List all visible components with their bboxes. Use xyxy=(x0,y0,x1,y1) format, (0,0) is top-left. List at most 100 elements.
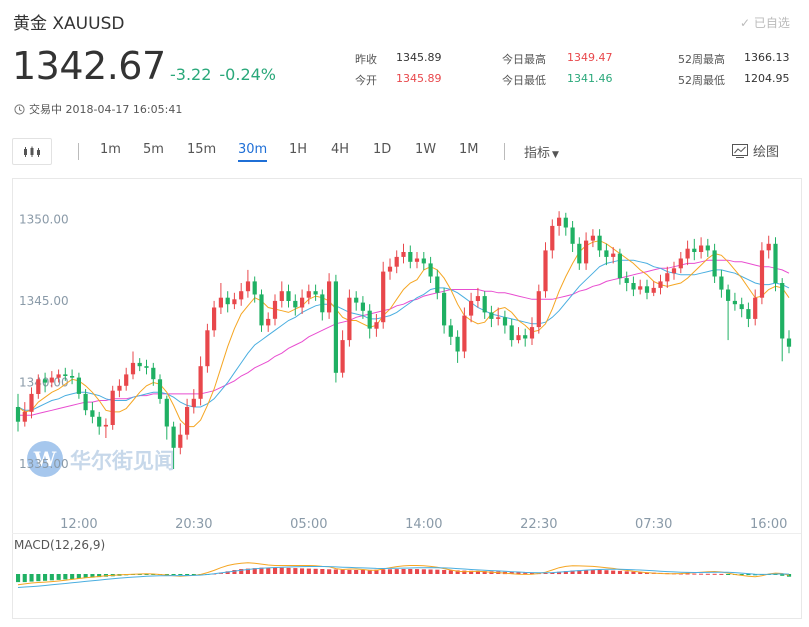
macd-bar xyxy=(435,569,440,574)
x-tick-label: 16:00 xyxy=(750,517,787,532)
macd-bar xyxy=(692,573,697,575)
macd-bar xyxy=(333,569,338,574)
signal-line xyxy=(17,566,790,588)
macd-bar xyxy=(739,574,744,575)
timeframe-1d[interactable]: 1D xyxy=(373,142,392,157)
candle xyxy=(212,300,217,337)
prev-close-value: 1345.89 xyxy=(396,51,442,64)
macd-bar xyxy=(164,574,169,575)
macd-bar xyxy=(367,569,372,574)
candle xyxy=(137,358,142,372)
timeframe-1w[interactable]: 1W xyxy=(415,142,437,157)
macd-bar xyxy=(144,574,149,575)
candle xyxy=(455,330,460,363)
candle xyxy=(529,317,535,345)
watchlist-button[interactable]: ✓ 已自选 xyxy=(740,14,790,31)
watermark: W 华尔街见闻 xyxy=(27,441,175,477)
draw-button[interactable]: 绘图 xyxy=(732,141,779,160)
candle xyxy=(746,302,751,328)
prev-close-label: 昨收 xyxy=(355,53,377,66)
macd-bar xyxy=(347,569,352,574)
timeframe-15m[interactable]: 15m xyxy=(187,142,217,157)
y-tick-label: 1345.00 xyxy=(19,294,69,308)
macd-bar xyxy=(638,572,643,574)
macd-bar xyxy=(360,570,365,574)
macd-bar xyxy=(97,574,102,578)
candle xyxy=(347,289,352,347)
macd-bar xyxy=(523,572,528,574)
candle xyxy=(313,284,318,301)
x-tick-label: 05:00 xyxy=(290,517,327,532)
indicator-dropdown[interactable]: 指标 ▼ xyxy=(524,142,559,161)
chart-type-button[interactable] xyxy=(12,138,52,165)
macd-bar xyxy=(550,572,555,574)
macd-bar xyxy=(617,570,622,574)
candle xyxy=(225,291,230,313)
candle xyxy=(327,273,332,319)
candle xyxy=(644,279,650,300)
x-tick-label: 12:00 xyxy=(60,517,97,532)
indicator-label: 指标 xyxy=(524,146,551,161)
macd-bar xyxy=(712,573,717,575)
candle xyxy=(354,291,359,311)
day-high-value: 1349.47 xyxy=(567,51,613,64)
macd-bar xyxy=(293,568,298,574)
timeframe-30m[interactable]: 30m xyxy=(238,142,268,162)
candle xyxy=(442,287,447,334)
candle xyxy=(245,269,251,298)
macd-bar xyxy=(448,570,453,574)
macd-bar xyxy=(570,570,575,574)
macd-bar xyxy=(22,574,27,583)
trading-status: 交易中 2018-04-17 16:05:41 xyxy=(14,101,182,117)
candle xyxy=(306,284,311,305)
candle xyxy=(726,284,731,341)
macd-bar xyxy=(63,574,68,580)
wk52-low-value: 1204.95 xyxy=(744,72,790,85)
candle xyxy=(543,242,548,298)
macd-bar xyxy=(286,567,291,574)
candle xyxy=(97,411,102,435)
x-axis: 12:00 20:30 05:00 14:00 22:30 07:30 16:00 xyxy=(60,517,787,532)
macd-bar xyxy=(387,569,392,574)
macd-bar xyxy=(252,568,257,574)
wk52-low-label: 52周最低 xyxy=(678,74,725,87)
timeframe-1h[interactable]: 1H xyxy=(289,142,308,157)
macd-bar xyxy=(354,570,359,574)
ma-slow-line xyxy=(18,259,790,416)
macd-bar xyxy=(590,569,595,574)
day-low-value: 1341.46 xyxy=(567,72,613,85)
watermark-logo-icon xyxy=(27,441,63,477)
macd-bar xyxy=(780,574,785,576)
timeframe-1m[interactable]: 1m xyxy=(100,142,121,157)
macd-bar xyxy=(171,574,176,575)
candle xyxy=(496,307,501,326)
timeframe-5m[interactable]: 5m xyxy=(143,142,164,157)
candle xyxy=(76,372,81,399)
macd-bar xyxy=(381,569,386,574)
candle xyxy=(719,269,724,298)
timeframe-1mo[interactable]: 1M xyxy=(459,142,479,157)
macd-bar xyxy=(394,569,399,574)
macd-bar xyxy=(516,572,521,574)
x-tick-label: 14:00 xyxy=(405,517,442,532)
open-value: 1345.89 xyxy=(396,72,442,85)
macd-bar xyxy=(239,569,244,574)
candle xyxy=(665,266,670,288)
last-price: 1342.67 xyxy=(12,44,166,88)
chart-frame xyxy=(12,178,802,619)
candle xyxy=(191,389,196,414)
candle xyxy=(43,372,48,393)
candles xyxy=(15,211,792,469)
instrument-name: 黄金 XAUUSD xyxy=(13,14,125,34)
timeframe-4h[interactable]: 4H xyxy=(331,142,350,157)
macd-bar xyxy=(415,569,420,574)
macd-bar xyxy=(563,571,568,574)
candle xyxy=(428,256,433,283)
macd-panel xyxy=(16,562,792,588)
candle xyxy=(448,318,453,345)
macd-bar xyxy=(306,568,311,574)
candle xyxy=(124,367,129,391)
watermark-logo-letter: W xyxy=(33,447,57,471)
macd-bar xyxy=(225,571,230,574)
